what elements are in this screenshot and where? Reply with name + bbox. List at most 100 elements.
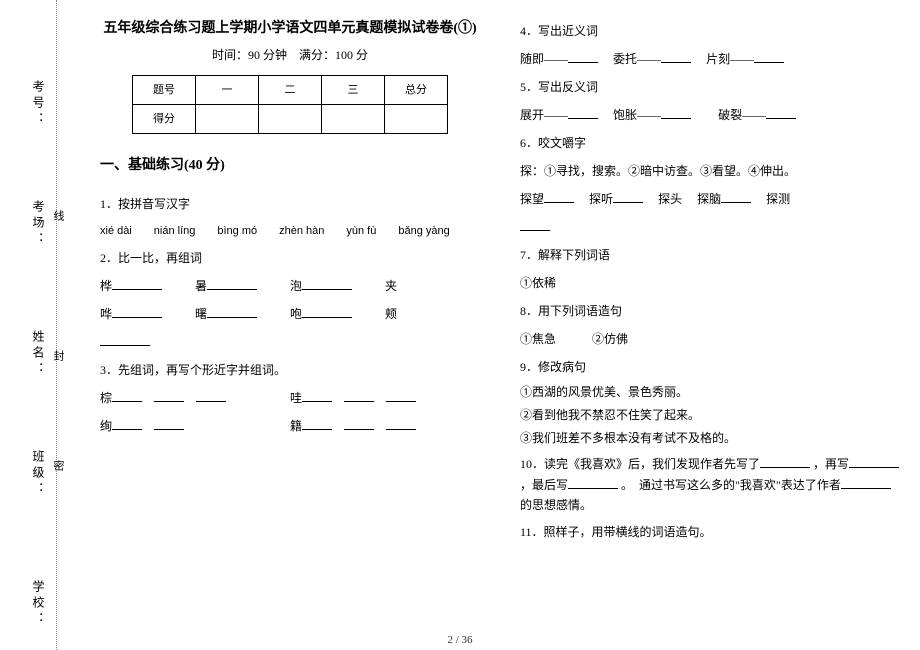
- blank-row: [100, 330, 480, 354]
- char: 绚: [100, 419, 112, 433]
- blank: [207, 303, 257, 318]
- label-school: 学校：: [30, 580, 47, 628]
- question-5: 5．写出反义词: [520, 75, 900, 99]
- question-3-row: 棕 哇: [100, 386, 480, 410]
- question-10: 10．读完《我喜欢》后，我们发现作者先写了 ，再写 ，最后写 。 通过书写这么多…: [520, 453, 900, 516]
- item: 探听: [589, 192, 613, 206]
- char: 夹: [385, 279, 397, 293]
- question-6-items: 探望 探听 探头 探脑 探测: [520, 187, 900, 211]
- question-4: 4．写出近义词: [520, 19, 900, 43]
- blank: [721, 188, 751, 203]
- question-3-row: 绚 籍: [100, 414, 480, 438]
- item: 探脑: [697, 192, 721, 206]
- blank: [520, 216, 550, 231]
- blank: [544, 188, 574, 203]
- blank: [661, 48, 691, 63]
- seal-char-2: 封: [50, 350, 66, 361]
- item: 委托——: [613, 52, 661, 66]
- blank: [112, 415, 142, 430]
- blank: [207, 275, 257, 290]
- question-9-c: ③我们班差不多根本没有考试不及格的。: [520, 429, 900, 448]
- question-7: 7．解释下列词语: [520, 243, 900, 267]
- page-number: 2 / 36: [0, 634, 920, 646]
- label-class: 班级：: [30, 450, 47, 498]
- blank: [568, 474, 618, 489]
- seal-char-3: 线: [50, 210, 66, 221]
- score-cell: [196, 105, 259, 134]
- item: 随即——: [520, 52, 568, 66]
- table-row: 题号 一 二 三 总分: [133, 76, 448, 105]
- blank: [344, 387, 374, 402]
- blank: [661, 104, 691, 119]
- question-3: 3．先组词，再写个形近字并组词。: [100, 358, 480, 382]
- char: 咆: [290, 307, 302, 321]
- score-cell: [322, 105, 385, 134]
- exam-subtitle: 时间：90 分钟 满分：100 分: [100, 43, 480, 67]
- blank: [302, 303, 352, 318]
- label-examroom: 考场：: [30, 200, 47, 248]
- item: 破裂——: [718, 108, 766, 122]
- blank: [302, 415, 332, 430]
- question-9-b: ②看到他我不禁忍不住笑了起来。: [520, 406, 900, 425]
- blank: [344, 415, 374, 430]
- question-2-row: 桦 暑 泡 夹: [100, 274, 480, 298]
- question-8-items: ①焦急 ②仿佛: [520, 327, 900, 351]
- char: 暑: [195, 279, 207, 293]
- blank: [754, 48, 784, 63]
- question-7-item: ①依稀: [520, 271, 900, 295]
- blank: [302, 275, 352, 290]
- page: 学校： 班级： 姓名： 考场： 考号： 密 封 线 五年级综合练习题上学期小学语…: [0, 0, 920, 650]
- score-cell: 总分: [385, 76, 448, 105]
- text: 。 通过书写这么多的"我喜欢"表达了作者: [621, 478, 841, 492]
- question-4-items: 随即—— 委托—— 片刻——: [520, 47, 900, 71]
- blank: [766, 104, 796, 119]
- text: ，再写: [813, 457, 849, 471]
- blank: [568, 48, 598, 63]
- gutter-dotted-line: [56, 0, 57, 650]
- column-right: 4．写出近义词 随即—— 委托—— 片刻—— 5．写出反义词 展开—— 饱胀——…: [520, 15, 900, 630]
- blank: [112, 387, 142, 402]
- question-2-row: 哗 曙 咆 颊: [100, 302, 480, 326]
- score-cell: 二: [259, 76, 322, 105]
- question-8: 8．用下列词语造句: [520, 299, 900, 323]
- char: 曙: [195, 307, 207, 321]
- char: 籍: [290, 419, 302, 433]
- content-area: 五年级综合练习题上学期小学语文四单元真题模拟试卷卷(①) 时间：90 分钟 满分…: [100, 15, 900, 630]
- text: ，最后写: [520, 478, 568, 492]
- score-table: 题号 一 二 三 总分 得分: [132, 75, 448, 134]
- item: 片刻——: [706, 52, 754, 66]
- question-11: 11．照样子，用带横线的词语造句。: [520, 520, 900, 544]
- char: 哗: [100, 307, 112, 321]
- question-2: 2．比一比，再组词: [100, 246, 480, 270]
- item: 展开——: [520, 108, 568, 122]
- question-1-pinyin: xié dài nián líng bìng mó zhèn hàn yùn f…: [100, 220, 480, 242]
- blank: [154, 415, 184, 430]
- score-cell: 三: [322, 76, 385, 105]
- section-1-heading: 一、基础练习(40 分): [100, 152, 480, 180]
- question-6: 6．咬文嚼字: [520, 131, 900, 155]
- question-6-defs: 探：①寻找，搜索。②暗中访查。③看望。④伸出。: [520, 159, 900, 183]
- score-cell: [259, 105, 322, 134]
- blank: [568, 104, 598, 119]
- char: 桦: [100, 279, 112, 293]
- blank: [302, 387, 332, 402]
- question-1: 1．按拼音写汉字: [100, 192, 480, 216]
- score-cell: 得分: [133, 105, 196, 134]
- char: 哇: [290, 391, 302, 405]
- blank: [841, 474, 891, 489]
- blank: [112, 303, 162, 318]
- label-examno: 考号：: [30, 80, 47, 128]
- score-cell: 题号: [133, 76, 196, 105]
- blank: [849, 453, 899, 468]
- item: 探头: [658, 192, 682, 206]
- table-row: 得分: [133, 105, 448, 134]
- blank: [613, 188, 643, 203]
- blank: [100, 331, 150, 346]
- score-cell: 一: [196, 76, 259, 105]
- question-9-a: ①西湖的风景优美、景色秀丽。: [520, 383, 900, 402]
- exam-title: 五年级综合练习题上学期小学语文四单元真题模拟试卷卷(①): [100, 15, 480, 43]
- blank: [112, 275, 162, 290]
- question-9: 9．修改病句: [520, 355, 900, 379]
- item: 饱胀——: [613, 108, 661, 122]
- item: 探望: [520, 192, 544, 206]
